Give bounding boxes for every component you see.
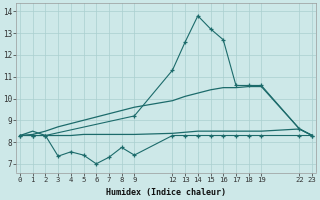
X-axis label: Humidex (Indice chaleur): Humidex (Indice chaleur) [106,188,226,197]
